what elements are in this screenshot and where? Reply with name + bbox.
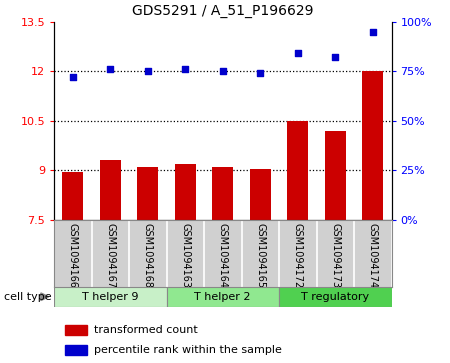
Point [182,66,189,72]
Point [294,50,302,56]
Text: GSM1094168: GSM1094168 [143,223,153,288]
Text: T helper 2: T helper 2 [194,292,251,302]
Bar [175,164,196,220]
Point [369,29,376,34]
Text: GSM1094173: GSM1094173 [330,223,340,288]
Text: GSM1094172: GSM1094172 [293,223,303,288]
Bar [250,168,270,220]
Point [219,68,226,74]
Text: transformed count: transformed count [94,325,198,335]
Point [332,54,339,60]
Text: GSM1094163: GSM1094163 [180,223,190,288]
Bar [288,121,308,220]
Text: T regulatory: T regulatory [301,292,369,302]
Bar [66,344,86,355]
Bar [54,287,166,307]
Bar [66,325,86,335]
Point [144,68,151,74]
Text: cell type: cell type [4,292,52,302]
Text: percentile rank within the sample: percentile rank within the sample [94,345,282,355]
Bar [279,287,392,307]
Text: GSM1094167: GSM1094167 [105,223,115,288]
Title: GDS5291 / A_51_P196629: GDS5291 / A_51_P196629 [132,4,314,18]
Text: T helper 9: T helper 9 [82,292,139,302]
Bar [100,160,121,220]
Bar [137,167,158,220]
Point [69,74,76,80]
Point [256,70,264,76]
Text: GSM1094164: GSM1094164 [218,223,228,288]
Text: GSM1094166: GSM1094166 [68,223,78,288]
Bar [325,131,346,220]
Text: GSM1094174: GSM1094174 [368,223,378,288]
Bar [63,172,83,220]
Bar [166,287,279,307]
Text: GSM1094165: GSM1094165 [255,223,265,288]
Bar [212,167,233,220]
Bar [362,71,383,220]
Point [107,66,114,72]
